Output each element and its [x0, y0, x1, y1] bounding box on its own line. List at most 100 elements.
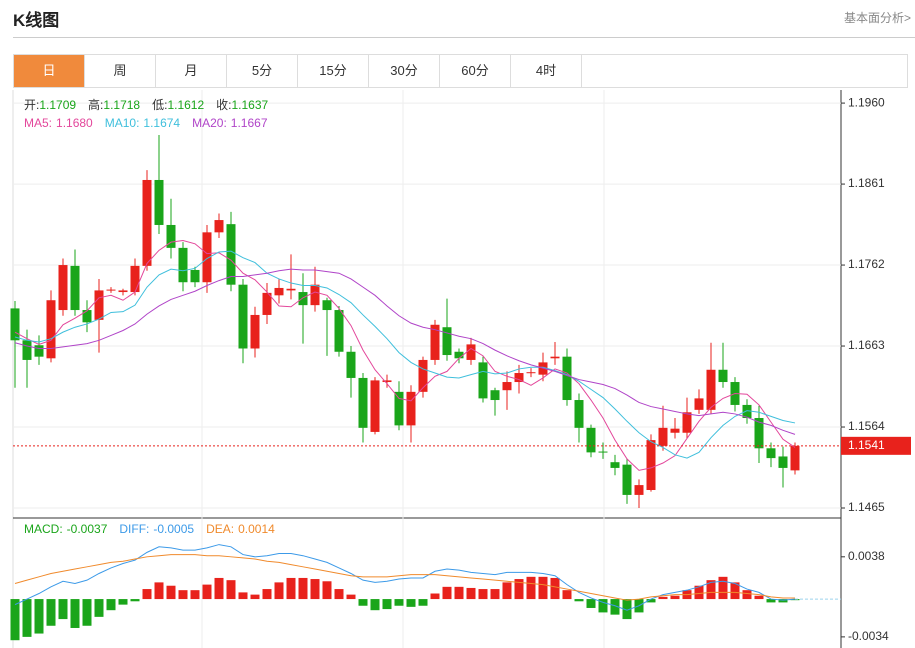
y-tick-label: 1.1465: [848, 500, 885, 514]
y-tick-label: 1.1663: [848, 338, 885, 352]
legend-value: -0.0005: [153, 522, 194, 536]
candle-body: [334, 310, 344, 352]
candle-body: [586, 427, 596, 453]
candle-body: [286, 288, 296, 291]
info-label: 高:: [88, 97, 103, 112]
macd-bar: [70, 599, 80, 628]
legend-name: MA10:: [105, 116, 140, 130]
candle-body: [322, 300, 332, 311]
candle-body: [718, 369, 728, 383]
macd-bar: [358, 599, 368, 606]
candle-body: [10, 308, 20, 341]
candle-body: [190, 269, 200, 283]
candle-body: [346, 351, 356, 378]
macd-bar: [694, 585, 704, 600]
period-tab[interactable]: 日: [14, 55, 85, 87]
macd-bar: [394, 599, 404, 606]
candle-body: [694, 398, 704, 410]
candle-body: [154, 179, 164, 225]
macd-bar: [58, 599, 68, 620]
candle-body: [622, 464, 632, 495]
candle-body: [22, 340, 32, 360]
macd-bar: [214, 577, 224, 600]
period-tab[interactable]: 周: [85, 55, 156, 87]
macd-bar: [286, 577, 296, 600]
candle-body: [442, 327, 452, 356]
legend: MA5: 1.1680 MA10: 1.1674 MA20: 1.1667: [24, 116, 268, 130]
period-tab[interactable]: 月: [156, 55, 227, 87]
macd-bar: [598, 599, 608, 613]
candle-body: [790, 445, 800, 471]
macd-bar: [430, 593, 440, 600]
period-tab[interactable]: 15分: [298, 55, 369, 87]
macd-bar: [226, 580, 236, 600]
y-tick-label: 0.0038: [848, 549, 885, 563]
candle-body: [418, 359, 428, 392]
candle-body: [130, 265, 140, 293]
period-tab[interactable]: 5分: [227, 55, 298, 87]
info-value: 1.1612: [167, 98, 204, 112]
macd-bar: [22, 599, 32, 637]
candle-body: [706, 369, 716, 410]
macd-bar: [250, 594, 260, 600]
candle-body: [574, 400, 584, 428]
candle-body: [526, 372, 536, 374]
macd-bar: [586, 599, 596, 608]
macd-bar: [142, 589, 152, 600]
macd-bar: [790, 599, 800, 601]
legend-name: MA20:: [192, 116, 227, 130]
period-tab[interactable]: 60分: [440, 55, 511, 87]
info-value: 1.1718: [103, 98, 140, 112]
legend-name: DEA:: [206, 522, 234, 536]
candle-body: [478, 362, 488, 399]
legend-value: 1.1680: [56, 116, 93, 130]
candle-body: [358, 377, 368, 428]
macd-bar: [178, 590, 188, 600]
candle-body: [274, 287, 284, 296]
candle-body: [310, 284, 320, 306]
candle-body: [766, 448, 776, 459]
macd-bar: [202, 584, 212, 600]
macd-bar: [658, 596, 668, 600]
macd-bar: [262, 589, 272, 600]
macd-bar: [166, 585, 176, 600]
macd-bar: [34, 599, 44, 634]
candle-body: [646, 440, 656, 491]
candle-body: [82, 310, 92, 323]
macd-bar: [82, 599, 92, 626]
macd-bar: [562, 590, 572, 600]
period-tab[interactable]: 4时: [511, 55, 582, 87]
legend-value: 1.1674: [143, 116, 180, 130]
macd-bar: [706, 580, 716, 600]
macd-bar: [622, 599, 632, 620]
y-tick-label: 1.1564: [848, 419, 885, 433]
indicator-line: [14, 544, 796, 611]
candle-body: [202, 232, 212, 283]
macd-bar: [154, 582, 164, 600]
page-title: K线图: [13, 11, 60, 30]
last-price-label: 1.1541: [848, 438, 885, 452]
candle-body: [106, 289, 116, 291]
macd-bar: [442, 586, 452, 600]
candle-body: [406, 391, 416, 426]
candle-body: [514, 373, 524, 383]
legend-name: MACD:: [24, 522, 63, 536]
candle-body: [70, 265, 80, 311]
fundamental-link[interactable]: 基本面分析>: [843, 11, 911, 25]
macd-bar: [94, 599, 104, 617]
period-tab[interactable]: 30分: [369, 55, 440, 87]
macd-bar: [298, 577, 308, 600]
candle-body: [610, 462, 620, 468]
info-label: 低:: [152, 98, 167, 112]
divider: [13, 37, 915, 38]
candle-body: [166, 224, 176, 248]
candle-body: [562, 356, 572, 401]
macd-bar: [730, 582, 740, 600]
candle-body: [454, 351, 464, 359]
indicator-line: [14, 250, 796, 459]
macd-bar: [190, 590, 200, 600]
macd-bar: [466, 587, 476, 600]
indicator-line: [14, 554, 795, 601]
candle-body: [298, 292, 308, 306]
